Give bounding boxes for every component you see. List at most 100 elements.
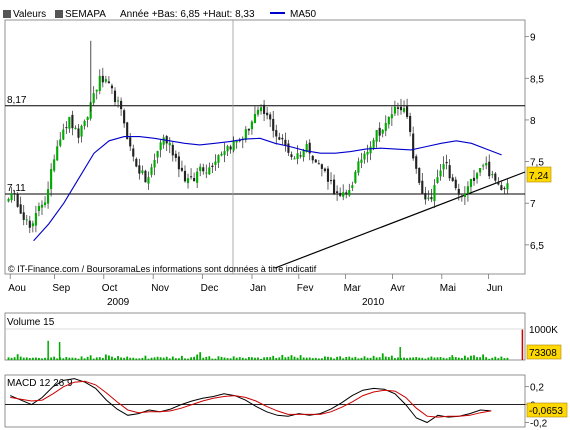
- candle-body: [329, 180, 333, 182]
- candle-body: [293, 158, 296, 160]
- candle-body: [482, 165, 485, 167]
- candle-body: [129, 137, 132, 147]
- candle-body: [460, 195, 463, 197]
- macd-tick-label: 0,2: [530, 383, 544, 394]
- price-tick-label: 6,5: [530, 241, 544, 252]
- volume-panel: Volume 15 1000K 73308: [4, 312, 562, 361]
- candle-body: [272, 118, 275, 131]
- symbol-marker: [55, 10, 63, 18]
- candle-body: [299, 155, 302, 157]
- candle-body: [339, 192, 342, 196]
- candle-body: [305, 144, 308, 153]
- candle-body: [62, 129, 65, 140]
- candle-body: [180, 167, 184, 171]
- candle-body: [147, 177, 150, 184]
- candle-body: [430, 197, 433, 200]
- candle-body: [290, 154, 293, 158]
- candle-body: [360, 159, 363, 163]
- candle-body: [220, 153, 223, 156]
- candle-body: [150, 167, 153, 175]
- candle-body: [479, 168, 482, 173]
- candle-body: [116, 100, 120, 102]
- candle-body: [302, 150, 305, 158]
- candle-body: [253, 113, 257, 123]
- candle-body: [217, 155, 220, 163]
- candle-body: [223, 151, 226, 155]
- last-price-label: 7,24: [529, 171, 549, 182]
- candle-body: [439, 170, 442, 177]
- candle-body: [28, 220, 31, 228]
- year-label-2009: 2009: [107, 297, 130, 308]
- candle-body: [390, 114, 393, 119]
- candle-body: [475, 173, 479, 179]
- candle-body: [369, 146, 372, 154]
- candle-body: [208, 167, 211, 175]
- volume-last-box: [526, 344, 562, 360]
- candle-body: [281, 137, 284, 140]
- macd-title: MACD 12 26 9: [7, 378, 73, 389]
- hline-label: 8,17: [7, 95, 27, 106]
- price-panel-frame: [4, 19, 526, 275]
- candle-body: [442, 164, 445, 170]
- candle-body: [454, 179, 457, 189]
- last-price-tag: 7,24: [526, 166, 552, 183]
- candle-body: [162, 137, 165, 145]
- candle-body: [37, 205, 41, 212]
- candle-body: [126, 122, 129, 140]
- last-price-box: [526, 166, 552, 183]
- candle-body: [345, 192, 348, 194]
- chart-header: Valeurs SEMAPA Année +Bas: 6,85 +Haut: 8…: [3, 9, 317, 20]
- candle-body: [214, 161, 217, 165]
- candle-body: [101, 75, 104, 83]
- candle-body: [138, 165, 141, 174]
- candle-body: [488, 161, 491, 177]
- candle-body: [266, 112, 269, 116]
- candle-body: [250, 121, 253, 130]
- candle-body: [196, 171, 199, 183]
- price-tick-label: 9: [530, 33, 536, 44]
- macd-panel-frame: [4, 374, 526, 428]
- ma50-line: [33, 136, 502, 242]
- candle-body: [247, 128, 250, 131]
- price-panel: 9 8,5 8 7,5 7 6,5 8,17 7,11 © IT-Finance.com /…: [4, 19, 552, 275]
- candle-body: [494, 173, 497, 181]
- candle-body: [74, 127, 77, 130]
- candle-body: [491, 174, 494, 176]
- candle-body: [174, 153, 177, 158]
- candle-body: [7, 198, 10, 202]
- hline-label: 7,11: [7, 183, 26, 194]
- candle-body: [68, 116, 71, 129]
- price-y-axis: 9 8,5 8 7,5 7 6,5: [525, 33, 544, 252]
- candle-body: [59, 139, 62, 146]
- candle-body: [22, 212, 25, 220]
- month-label: Mar: [344, 283, 362, 294]
- candle-body: [308, 142, 311, 154]
- candle-body: [177, 156, 180, 170]
- candle-body: [132, 148, 135, 157]
- candle-body: [40, 204, 44, 208]
- candle-body: [135, 158, 138, 167]
- macd-panel: MACD 12 26 9 0,20-0,2 -0,0653: [4, 374, 568, 430]
- candle-body: [320, 164, 323, 169]
- candle-body: [19, 204, 22, 214]
- candle-body: [113, 90, 117, 102]
- candle-body: [366, 151, 369, 155]
- macd-last-label: -0,0653: [529, 406, 563, 417]
- candle-body: [342, 192, 345, 197]
- candle-body: [396, 107, 400, 109]
- candle-body: [65, 127, 68, 129]
- candle-body: [244, 129, 247, 140]
- candle-body: [263, 104, 266, 114]
- candle-body: [107, 81, 110, 84]
- month-label: Oct: [102, 283, 118, 294]
- candle-body: [256, 109, 260, 115]
- candle-body: [354, 171, 357, 183]
- candle-body: [378, 127, 381, 136]
- candle-body: [53, 159, 56, 171]
- x-axis: 2009 2010 Aou Sep Oct Nov Dec Jan Fev Mar Avr Mai…: [0, 274, 570, 312]
- candle-body: [193, 177, 196, 182]
- candle-body: [284, 139, 287, 146]
- candle-body: [485, 163, 488, 166]
- candle-body: [457, 188, 460, 195]
